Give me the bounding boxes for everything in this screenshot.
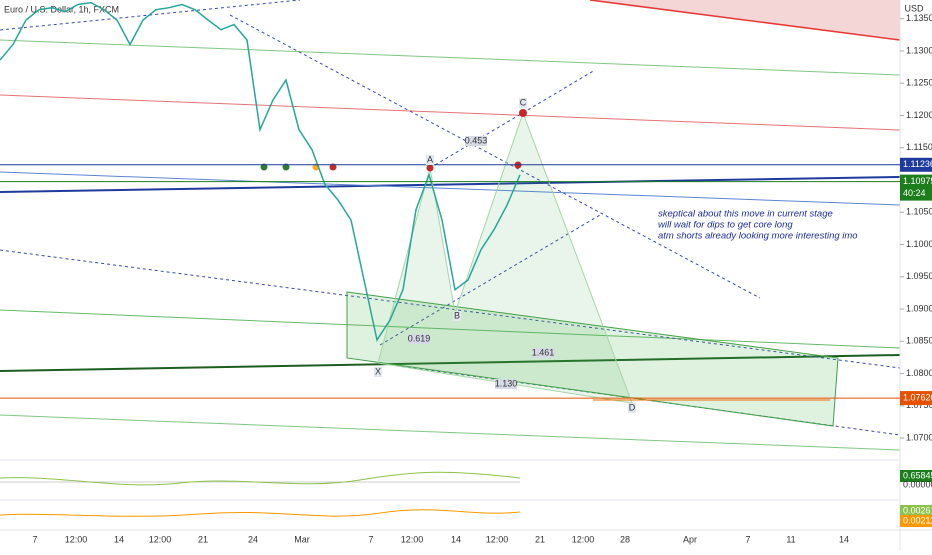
channel-box [346, 291, 839, 427]
indicator-label: 0.00211 [903, 515, 932, 525]
indicator-badge [900, 515, 932, 527]
indicator-badge [900, 505, 932, 517]
y-tick-label: 1.12000 [906, 110, 932, 120]
ratio-box [465, 136, 487, 146]
y-tick-label: 1.13500 [906, 13, 932, 23]
ratio-box [532, 348, 554, 358]
trend-line [429, 69, 596, 169]
price-badge-timer: 40:24 [903, 188, 926, 198]
annotation-line: atm shorts already looking more interest… [658, 231, 858, 242]
trend-line [0, 249, 901, 369]
trend-line [0, 94, 901, 131]
x-tick-label: 12:00 [65, 534, 88, 544]
y-tick-label: 1.09000 [906, 303, 932, 313]
pattern-point-box [628, 403, 636, 413]
price-badge-label: 1.11236 [903, 159, 932, 169]
y-tick-label: 1.08500 [906, 336, 932, 346]
x-tick-label: 14 [114, 534, 124, 544]
trend-line [0, 309, 901, 349]
x-tick-label: 24 [248, 534, 258, 544]
ratio-label: 1.130 [495, 378, 518, 388]
osc-line [0, 509, 521, 517]
y-tick-label: 1.13000 [906, 45, 932, 55]
ratio-label: 1.461 [532, 347, 555, 357]
x-tick-label: 12:00 [486, 534, 509, 544]
price-badge [900, 174, 932, 201]
x-tick-label: 14 [451, 534, 461, 544]
pivot-dot [519, 109, 527, 117]
x-tick-label: Apr [683, 534, 697, 544]
pattern-point: A [427, 154, 433, 164]
pattern-point: C [520, 97, 527, 107]
pattern-point: B [454, 310, 460, 320]
ratio-label: 0.619 [408, 333, 431, 343]
y-tick-label: 1.07000 [906, 432, 932, 442]
currency: USD [904, 3, 924, 13]
trend-line [0, 354, 901, 372]
harmonic-pattern [377, 111, 633, 404]
chart-title: Euro / U.S. Dollar, 1h, FXCM [4, 4, 119, 14]
ratio-box [495, 379, 517, 389]
y-tick-label: 1.09500 [906, 271, 932, 281]
pattern-point-box [519, 98, 527, 108]
ratio-box [408, 334, 430, 344]
pattern-point: D [629, 402, 636, 412]
price-badge-label: 1.10975 [903, 176, 932, 186]
osc-line [0, 471, 521, 486]
x-tick-label: 11 [786, 534, 795, 544]
pattern-point-box [453, 311, 461, 321]
annotation-line: will wait for dips to get core long [658, 220, 793, 231]
trend-line [229, 14, 761, 299]
y-tick-label: 1.07500 [906, 400, 932, 410]
x-tick-label: 12:00 [401, 534, 424, 544]
indicator-label: 0.00261 [903, 505, 932, 515]
trend-line [379, 214, 601, 346]
ratio-label: 0.453 [465, 135, 488, 145]
indicator-label: 0.65845 [903, 470, 932, 480]
trend-line [589, 0, 901, 41]
pattern-point-box [426, 155, 434, 165]
x-tick-label: 7 [368, 534, 373, 544]
x-tick-label: Mar [294, 534, 310, 544]
y-tick-label: 1.10500 [906, 207, 932, 217]
y-tick-label: 1.11500 [906, 142, 932, 152]
y-tick-label: 1.12500 [906, 78, 932, 88]
annotation: skeptical about this move in current sta… [658, 209, 858, 242]
price-badge [900, 391, 932, 406]
pattern-point: X [375, 366, 381, 376]
x-tick-label: 21 [198, 534, 208, 544]
y-tick-label: 1.08000 [906, 368, 932, 378]
x-tick-label: 7 [745, 534, 750, 544]
x-tick-label: 12:00 [149, 534, 172, 544]
pivot-dot [426, 164, 434, 172]
x-tick-label: 28 [620, 534, 630, 544]
price-line [0, 1, 521, 342]
pattern-point-box [374, 367, 382, 377]
trend-line [0, 171, 901, 206]
x-tick-label: 14 [839, 534, 849, 544]
x-tick-label: 21 [535, 534, 545, 544]
trend-line [0, 176, 901, 193]
x-tick-label: 12:00 [572, 534, 595, 544]
y-tick-label: 1.10000 [906, 239, 932, 249]
x-tick-label: 7 [32, 534, 37, 544]
annotation-line: skeptical about this move in current sta… [658, 209, 833, 220]
indicator-badge [900, 470, 932, 482]
trend-line [0, 414, 901, 451]
trend-line [0, 39, 901, 76]
price-badge [900, 157, 932, 172]
